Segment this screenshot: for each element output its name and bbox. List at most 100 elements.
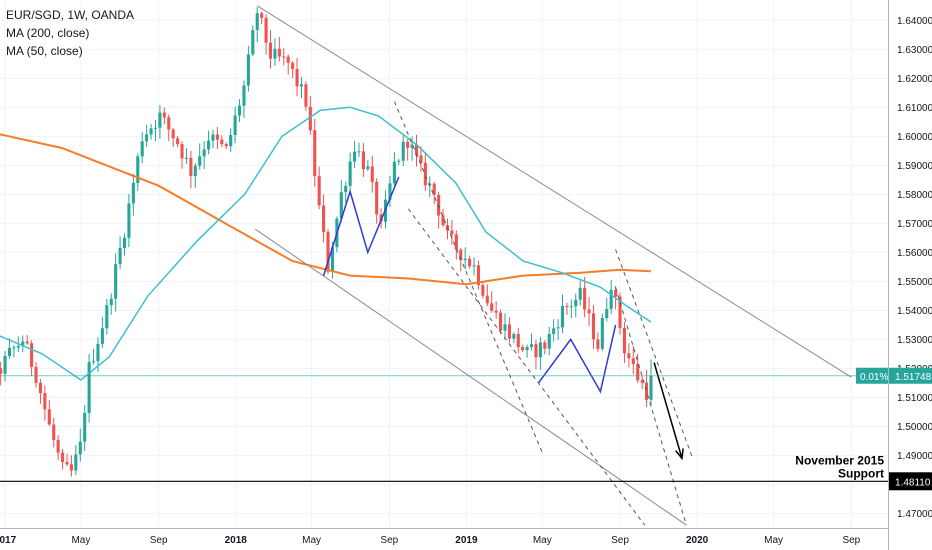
candle <box>251 25 255 57</box>
candle-body <box>640 380 644 383</box>
candle-body <box>538 342 542 358</box>
ma200-legend[interactable]: MA (200, close) <box>6 26 90 40</box>
candle <box>264 14 268 55</box>
candle <box>242 80 246 118</box>
candle-body <box>96 343 100 362</box>
candle-body <box>69 464 73 471</box>
candle <box>450 219 454 245</box>
candle-body <box>503 324 507 331</box>
x-tick-label: 2020 <box>686 535 709 546</box>
candle <box>61 448 65 470</box>
candle <box>220 135 224 148</box>
candle-body <box>131 182 135 204</box>
candle-body <box>3 355 7 374</box>
candle <box>406 139 410 161</box>
candle-body <box>472 265 476 267</box>
x-tick-label: Sep <box>380 535 398 546</box>
candle <box>441 208 445 228</box>
candle <box>153 120 158 142</box>
candle <box>618 292 622 335</box>
candle-body <box>145 134 149 142</box>
y-tick-label: 1.62000 <box>897 74 932 85</box>
candle <box>556 319 560 340</box>
x-tick-label: May <box>71 535 90 546</box>
candle-body <box>30 343 34 367</box>
candle <box>215 126 219 150</box>
candle <box>158 105 162 139</box>
y-tick-label: 1.55000 <box>897 277 932 288</box>
candle-body <box>525 346 529 351</box>
candle-body <box>330 247 334 272</box>
candle <box>74 445 78 476</box>
candle-body <box>591 313 596 340</box>
candle <box>397 158 401 166</box>
candle <box>127 194 131 248</box>
candle <box>255 7 259 43</box>
candle-body <box>47 409 51 425</box>
candle-body <box>375 181 379 215</box>
candle <box>184 148 188 164</box>
y-tick-label: 1.51000 <box>897 393 932 404</box>
candle-body <box>242 85 246 106</box>
candle-body <box>388 183 392 200</box>
candle <box>176 135 180 148</box>
x-tick-label: Sep <box>150 535 168 546</box>
candle-body <box>246 54 250 86</box>
candle <box>140 132 144 163</box>
candle-body <box>423 162 427 186</box>
candle-body <box>605 308 609 319</box>
candle <box>538 336 542 370</box>
candle-body <box>578 287 582 300</box>
candle-body <box>291 62 295 69</box>
candle-body <box>193 165 197 177</box>
x-tick-label: Sep <box>842 535 860 546</box>
candle <box>273 38 277 66</box>
candle <box>224 142 228 150</box>
candle <box>481 281 485 299</box>
y-tick-label: 1.57000 <box>897 219 932 230</box>
ma50-legend[interactable]: MA (50, close) <box>6 44 83 58</box>
candle <box>622 321 626 364</box>
candle-body <box>583 287 587 310</box>
candle-body <box>366 166 370 170</box>
candle <box>472 257 476 276</box>
candle-body <box>308 106 312 131</box>
candle <box>569 299 573 318</box>
candle-body <box>543 342 547 349</box>
support-price-label: 1.48110 <box>895 477 931 488</box>
candle <box>468 255 472 269</box>
candle <box>529 333 534 351</box>
candle <box>507 317 511 343</box>
y-tick-label: 1.60000 <box>897 132 932 143</box>
candle <box>47 399 51 427</box>
candle <box>193 163 197 188</box>
candle-body <box>198 156 202 166</box>
candle <box>552 319 556 342</box>
candle <box>162 107 166 125</box>
candle-body <box>468 258 472 267</box>
candle <box>490 291 494 313</box>
candle <box>476 260 480 290</box>
support-annotation-line2: Support <box>838 466 884 480</box>
candle-body <box>614 289 618 297</box>
candle <box>587 296 591 326</box>
symbol-title[interactable]: EUR/SGD, 1W, OANDA <box>6 8 135 22</box>
candle <box>34 362 38 388</box>
y-tick-label: 1.64000 <box>897 16 932 27</box>
candle <box>401 134 405 167</box>
candle-body <box>485 295 489 304</box>
candle <box>357 142 361 157</box>
candle-body <box>220 139 224 145</box>
change-badge <box>856 367 888 384</box>
candle <box>560 294 565 333</box>
dashed-line-3 <box>615 249 694 459</box>
candle <box>189 150 193 189</box>
candle <box>317 166 321 210</box>
candle-body <box>21 341 25 347</box>
candle-body <box>100 328 104 344</box>
candle <box>122 233 127 256</box>
candle <box>645 370 649 408</box>
candle-body <box>631 358 635 365</box>
